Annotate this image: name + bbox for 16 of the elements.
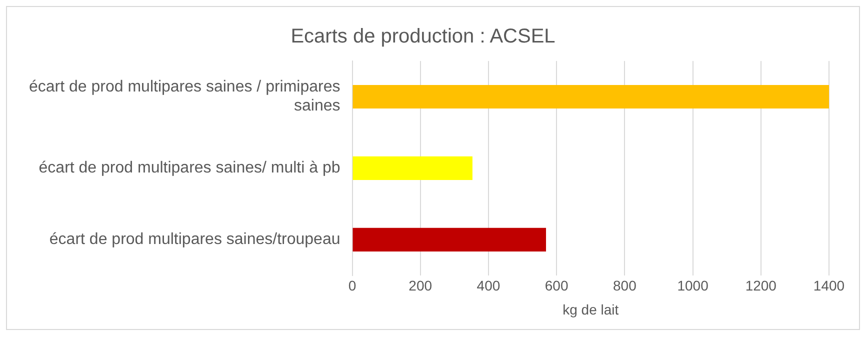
x-tick-label: 400 bbox=[476, 278, 500, 294]
x-tick-label: 1200 bbox=[745, 278, 777, 294]
bar bbox=[352, 84, 829, 109]
x-axis-title: kg de lait bbox=[562, 301, 619, 318]
x-tick-label: 1000 bbox=[677, 278, 709, 294]
y-tick-label: écart de prod multipares saines/ multi à pb bbox=[38, 160, 340, 177]
bar bbox=[352, 156, 472, 180]
x-tick-label: 800 bbox=[613, 278, 637, 294]
x-tick-label: 0 bbox=[348, 278, 356, 294]
y-tick-label: écart de prod multipares saines/troupeau bbox=[49, 231, 340, 248]
x-tick-label: 1400 bbox=[813, 278, 845, 294]
y-tick-label: écart de prod multipares saines / primipares saines bbox=[29, 78, 340, 115]
x-tick-label: 600 bbox=[544, 278, 568, 294]
bar bbox=[352, 228, 546, 252]
x-tick-label: 200 bbox=[408, 278, 432, 294]
chart-title: Ecarts de production : ACSEL bbox=[290, 26, 556, 48]
